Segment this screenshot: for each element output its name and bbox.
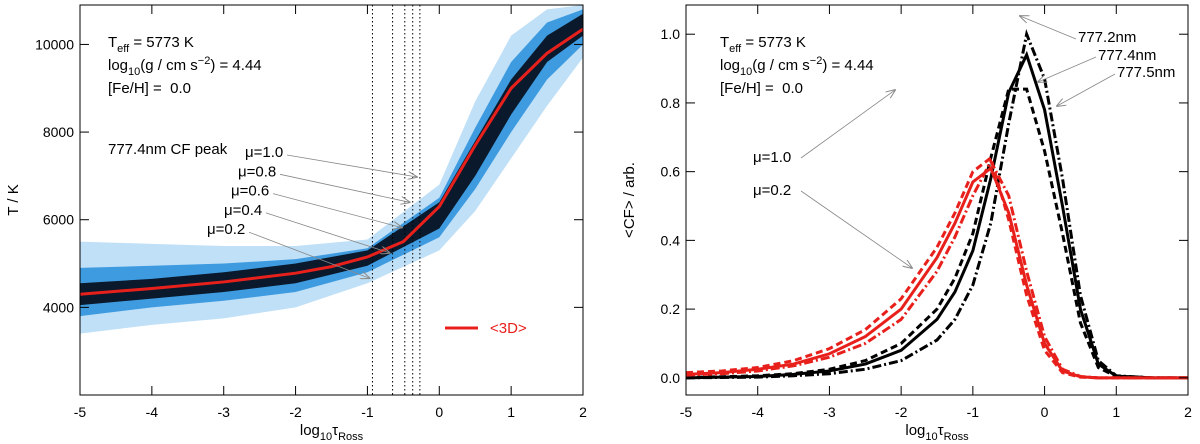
y-tick-label: 6000 xyxy=(43,212,74,228)
cf-peak-label: μ=0.8 xyxy=(238,163,276,180)
parameter-text-part: log xyxy=(108,57,128,74)
parameter-text: [Fe/H] = 0.0 xyxy=(720,80,803,97)
arrow xyxy=(1038,56,1097,82)
x-axis-label-part: 10 xyxy=(925,431,937,443)
parameter-text: log10(g / cm s−2) = 4.44 xyxy=(108,55,262,78)
series-line xyxy=(686,50,1188,380)
arrow xyxy=(1057,73,1116,106)
x-axis-label-part: 10 xyxy=(320,431,332,443)
series-line xyxy=(686,155,1188,380)
x-axis-label-part: Ross xyxy=(944,431,970,443)
arrow xyxy=(279,173,410,202)
parameter-text: log10(g / cm s−2) = 4.44 xyxy=(720,55,874,78)
legend-label: <3D> xyxy=(490,320,527,337)
parameter-text-part: −2 xyxy=(198,55,211,67)
parameter-text-part: T xyxy=(720,34,729,51)
y-axis-label: T / K xyxy=(5,184,22,215)
y-tick-label: 0.0 xyxy=(661,370,681,386)
parameter-text-part: (g / cm s xyxy=(752,57,810,74)
y-tick-label: 8000 xyxy=(43,124,74,140)
series-label: 777.4nm xyxy=(1098,47,1156,64)
x-axis-label-part: τ xyxy=(332,422,338,439)
cf-peak-label: μ=1.0 xyxy=(245,144,283,161)
x-tick-label: 0 xyxy=(435,404,443,420)
x-axis-label-part: τ xyxy=(938,422,944,439)
y-axis-label: <CF> / arb. xyxy=(621,162,638,238)
series-label: 777.2nm xyxy=(1078,29,1136,46)
arrow xyxy=(248,231,369,278)
y-tick-label: 0.2 xyxy=(661,301,681,317)
cf-peak-label: μ=0.6 xyxy=(231,183,269,200)
parameter-text-part: ) = 4.44 xyxy=(822,57,873,74)
x-axis-label: log10τRoss xyxy=(905,422,969,443)
x-tick-label: 2 xyxy=(579,404,587,420)
parameter-text-part: eff xyxy=(117,43,130,55)
plot-area xyxy=(686,28,1188,380)
y-tick-label: 0.8 xyxy=(661,95,681,111)
y-tick-label: 4000 xyxy=(43,299,74,315)
x-tick-label: -4 xyxy=(751,404,764,420)
x-axis-label-part: log xyxy=(300,422,320,439)
arrow xyxy=(265,212,390,253)
plot-area xyxy=(80,5,583,395)
x-axis-label-part: log xyxy=(905,422,925,439)
parameter-text: Teff = 5773 K xyxy=(108,34,194,55)
arrow xyxy=(272,193,402,228)
series-label: 777.5nm xyxy=(1117,64,1175,81)
arrow xyxy=(800,190,912,268)
parameter-text-part: (g / cm s xyxy=(140,57,198,74)
x-tick-label: 1 xyxy=(1112,404,1120,420)
x-axis-label-part: Ross xyxy=(338,431,364,443)
x-tick-label: -2 xyxy=(895,404,908,420)
parameter-text-part: eff xyxy=(729,43,742,55)
parameter-text-part: −2 xyxy=(810,55,823,67)
x-tick-label: -1 xyxy=(967,404,980,420)
parameter-text: Teff = 5773 K xyxy=(720,34,806,55)
density-band xyxy=(80,5,583,334)
parameter-text-part: [Fe/H] = 0.0 xyxy=(720,80,803,97)
group-label: μ=0.2 xyxy=(753,182,791,199)
x-tick-label: -3 xyxy=(823,404,836,420)
axes-frame xyxy=(79,4,584,396)
parameter-text-part: log xyxy=(720,57,740,74)
parameter-text: [Fe/H] = 0.0 xyxy=(108,80,191,97)
cf-peak-label: μ=0.4 xyxy=(224,202,262,219)
parameter-text-part: ) = 4.44 xyxy=(210,57,261,74)
x-tick-label: -5 xyxy=(680,404,693,420)
arrow xyxy=(286,154,417,177)
x-tick-label: -3 xyxy=(217,404,230,420)
parameter-text-part: 10 xyxy=(128,66,140,78)
x-tick-label: -1 xyxy=(361,404,374,420)
x-tick-label: 0 xyxy=(1041,404,1049,420)
parameter-text-part: = 5773 K xyxy=(741,34,806,51)
x-tick-label: -2 xyxy=(289,404,302,420)
y-tick-label: 0.4 xyxy=(661,232,681,248)
x-tick-label: -4 xyxy=(146,404,159,420)
parameter-text-part: = 5773 K xyxy=(129,34,194,51)
cf-peak-label: μ=0.2 xyxy=(207,221,245,238)
parameter-text-part: 10 xyxy=(740,66,752,78)
x-tick-label: 2 xyxy=(1184,404,1192,420)
x-tick-label: -5 xyxy=(74,404,87,420)
arrow xyxy=(1020,16,1077,40)
y-tick-label: 0.6 xyxy=(661,164,681,180)
arrow xyxy=(800,90,895,159)
parameter-text-part: [Fe/H] = 0.0 xyxy=(108,80,191,97)
density-band xyxy=(80,13,583,306)
x-tick-label: 1 xyxy=(507,404,515,420)
y-tick-label: 1.0 xyxy=(661,26,681,42)
axes-frame xyxy=(685,4,1189,396)
parameter-text-part: T xyxy=(108,34,117,51)
series-line xyxy=(686,87,1188,380)
y-tick-label: 10000 xyxy=(35,36,74,52)
series-line xyxy=(686,28,1188,380)
cf-title: 777.4nm CF peak xyxy=(108,141,228,158)
x-axis-label: log10τRoss xyxy=(300,422,364,443)
group-label: μ=1.0 xyxy=(753,149,791,166)
